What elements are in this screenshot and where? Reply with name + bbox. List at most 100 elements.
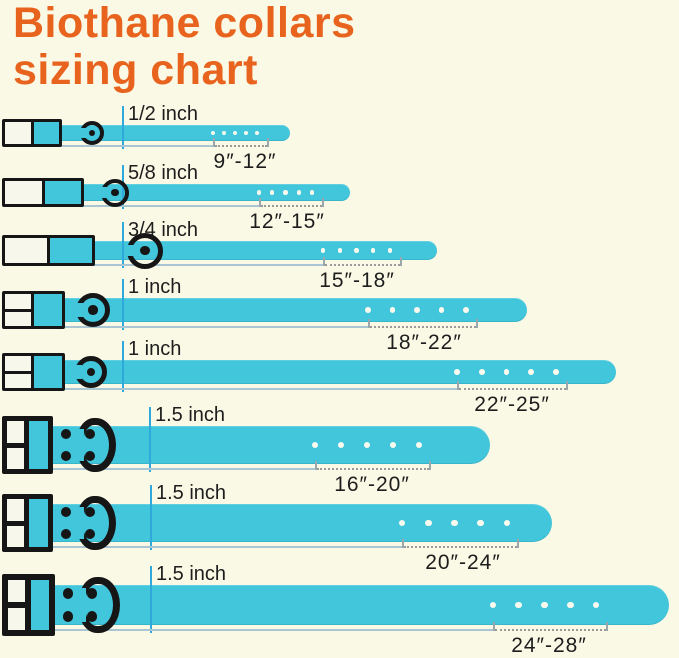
buckle-frame	[2, 353, 65, 391]
strap-hole	[438, 307, 445, 313]
buckle-rivet	[61, 451, 71, 461]
collar-strap	[3, 241, 437, 260]
strap-through-ring	[74, 364, 82, 380]
size-dotted-line	[404, 546, 517, 548]
strap-hole	[283, 190, 288, 195]
buckle-cell-strap	[33, 122, 59, 144]
size-bracket-mid-tick	[402, 539, 404, 548]
strap-hole	[398, 519, 406, 527]
buckle-cell-white-top	[8, 580, 25, 602]
size-bracket-right-tick	[606, 622, 608, 631]
strap-hole	[515, 601, 523, 609]
strap-hole	[463, 307, 469, 313]
size-bracket-mid-tick	[368, 319, 370, 328]
size-dotted-line	[261, 205, 322, 207]
buckle-cell-white-top	[7, 421, 25, 443]
size-dotted-line	[215, 145, 267, 147]
strap-hole	[389, 307, 396, 313]
buckle-cell-strap	[30, 580, 49, 630]
strap-hole	[415, 441, 423, 449]
strap-hole	[451, 519, 458, 527]
strap-hole	[478, 369, 485, 375]
size-bracket-line	[3, 145, 213, 147]
size-dotted-line	[317, 468, 429, 470]
strap-hole	[387, 248, 393, 253]
strap-hole	[311, 441, 319, 449]
size-bracket-line	[3, 388, 457, 390]
width-measure-tick	[150, 566, 152, 633]
strap-hole	[309, 190, 315, 195]
buckle-cell-strap	[50, 238, 92, 263]
buckle-cell-white-bottom	[8, 608, 25, 630]
size-bracket-line	[3, 546, 402, 548]
width-measure-tick	[122, 341, 124, 392]
strap-hole	[454, 369, 460, 375]
strap-hole	[503, 519, 511, 527]
size-bracket-line	[3, 264, 323, 266]
strap-hole	[503, 369, 510, 375]
width-measure-tick	[149, 407, 151, 472]
buckle-frame	[2, 494, 53, 552]
strap-hole	[592, 601, 600, 609]
buckle-frame	[2, 178, 84, 207]
strap-hole	[270, 190, 275, 195]
strap-hole	[553, 369, 559, 375]
size-bracket-right-tick	[429, 461, 431, 470]
size-bracket-line	[3, 326, 368, 328]
buckle-cell-strap	[44, 181, 81, 204]
buckle-ring-pin	[88, 129, 96, 137]
buckle-rivet	[61, 507, 71, 517]
buckle-frame	[2, 235, 95, 266]
width-label: 1 inch	[128, 338, 182, 360]
buckle-cell-white-top	[7, 499, 25, 521]
buckle-cell-white-bottom	[5, 373, 31, 388]
buckle-cell-white-bottom	[5, 311, 31, 326]
size-bracket-right-tick	[566, 381, 568, 390]
strap-through-ring	[75, 302, 83, 318]
strap-hole	[337, 248, 342, 253]
buckle-frame	[2, 291, 65, 329]
width-label: 1/2 inch	[128, 103, 199, 125]
buckle-ring-pin	[86, 367, 96, 377]
width-label: 1.5 inch	[156, 563, 227, 585]
strap-hole	[371, 248, 376, 253]
size-range-label: 12″-15″	[249, 210, 325, 233]
strap-hole	[424, 519, 432, 527]
buckle-rivet	[62, 588, 74, 599]
strap-hole	[243, 130, 249, 136]
strap-hole	[221, 130, 227, 136]
size-bracket-mid-tick	[259, 198, 261, 207]
chart-title: Biothane collars sizing chart	[13, 0, 356, 95]
strap-through-d-ring	[75, 507, 84, 539]
size-bracket-mid-tick	[493, 622, 495, 631]
buckle-cell-white	[5, 181, 42, 204]
size-dotted-line	[325, 264, 400, 266]
size-bracket-line	[3, 468, 315, 470]
buckle-cell-white-bottom	[7, 525, 25, 547]
strap-hole	[320, 248, 326, 253]
strap-hole	[232, 130, 238, 136]
buckle-rivet	[61, 429, 71, 439]
strap-hole	[489, 601, 497, 609]
strap-hole	[541, 601, 548, 609]
strap-hole	[354, 248, 359, 253]
strap-hole	[254, 130, 260, 136]
strap-hole	[389, 441, 397, 449]
buckle-cell-white-top	[5, 356, 31, 371]
buckle-rivet	[61, 529, 71, 539]
size-bracket-right-tick	[267, 138, 269, 147]
strap-hole	[365, 307, 371, 313]
buckle-ring-pin	[111, 188, 119, 197]
width-label: 1.5 inch	[155, 404, 226, 426]
chart-title-line1: Biothane collars	[13, 0, 356, 47]
buckle-rivet	[62, 611, 74, 622]
width-label: 5/8 inch	[128, 162, 199, 184]
buckle-cell-strap	[29, 499, 48, 547]
size-bracket-mid-tick	[213, 138, 215, 147]
strap-hole	[528, 369, 535, 375]
buckle-cell-strap	[29, 421, 48, 469]
size-bracket-right-tick	[322, 198, 324, 207]
buckle-cell-white	[5, 122, 31, 144]
size-bracket-mid-tick	[457, 381, 459, 390]
buckle-ring-pin	[140, 245, 150, 256]
